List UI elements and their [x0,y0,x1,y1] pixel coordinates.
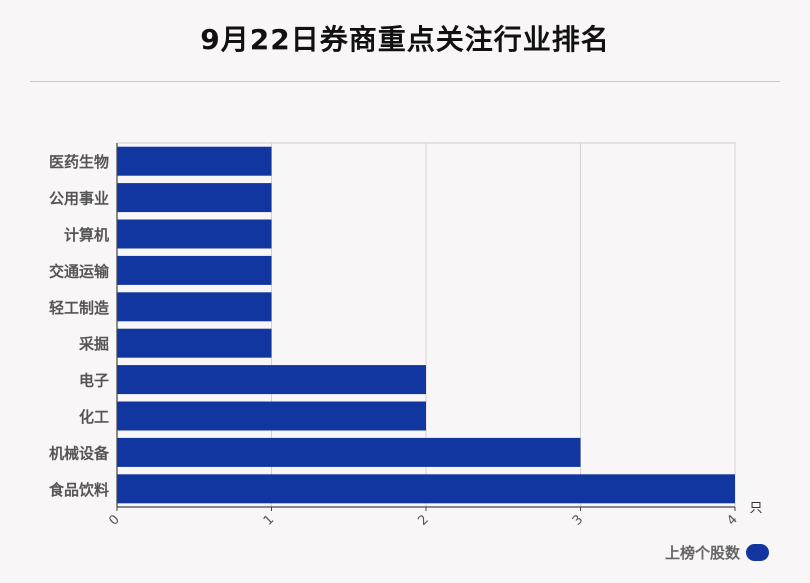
chart-title: 9月22日券商重点关注行业排名 [200,23,610,56]
title-divider [30,81,780,82]
x-tick-label: 0 [106,512,122,528]
legend-swatch [746,544,769,561]
bar [117,365,426,395]
x-tick-label: 3 [570,512,586,528]
category-label: 公用事业 [49,190,109,208]
bar [117,437,581,467]
category-label: 食品饮料 [49,481,109,499]
bar [117,328,272,358]
x-tick-label: 4 [724,512,740,528]
category-label: 交通运输 [49,262,110,280]
bar [117,292,272,322]
category-label: 采掘 [78,335,109,353]
bar [117,219,272,249]
category-label: 化工 [79,408,109,426]
x-tick-label: 2 [415,512,431,528]
bar [117,474,735,504]
x-tick-label: 1 [261,512,277,528]
legend-label: 上榜个股数 [664,544,740,562]
legend[interactable]: 上榜个股数 [665,542,769,563]
bar [117,255,272,285]
category-label: 轻工制造 [49,299,109,317]
bar [117,401,426,431]
x-unit-label: 只 [749,501,762,516]
bar [117,146,272,176]
category-label: 机械设备 [49,444,110,462]
category-label: 电子 [79,372,109,390]
category-label: 计算机 [64,226,109,244]
bar [117,183,272,213]
category-label: 医药生物 [49,153,109,171]
